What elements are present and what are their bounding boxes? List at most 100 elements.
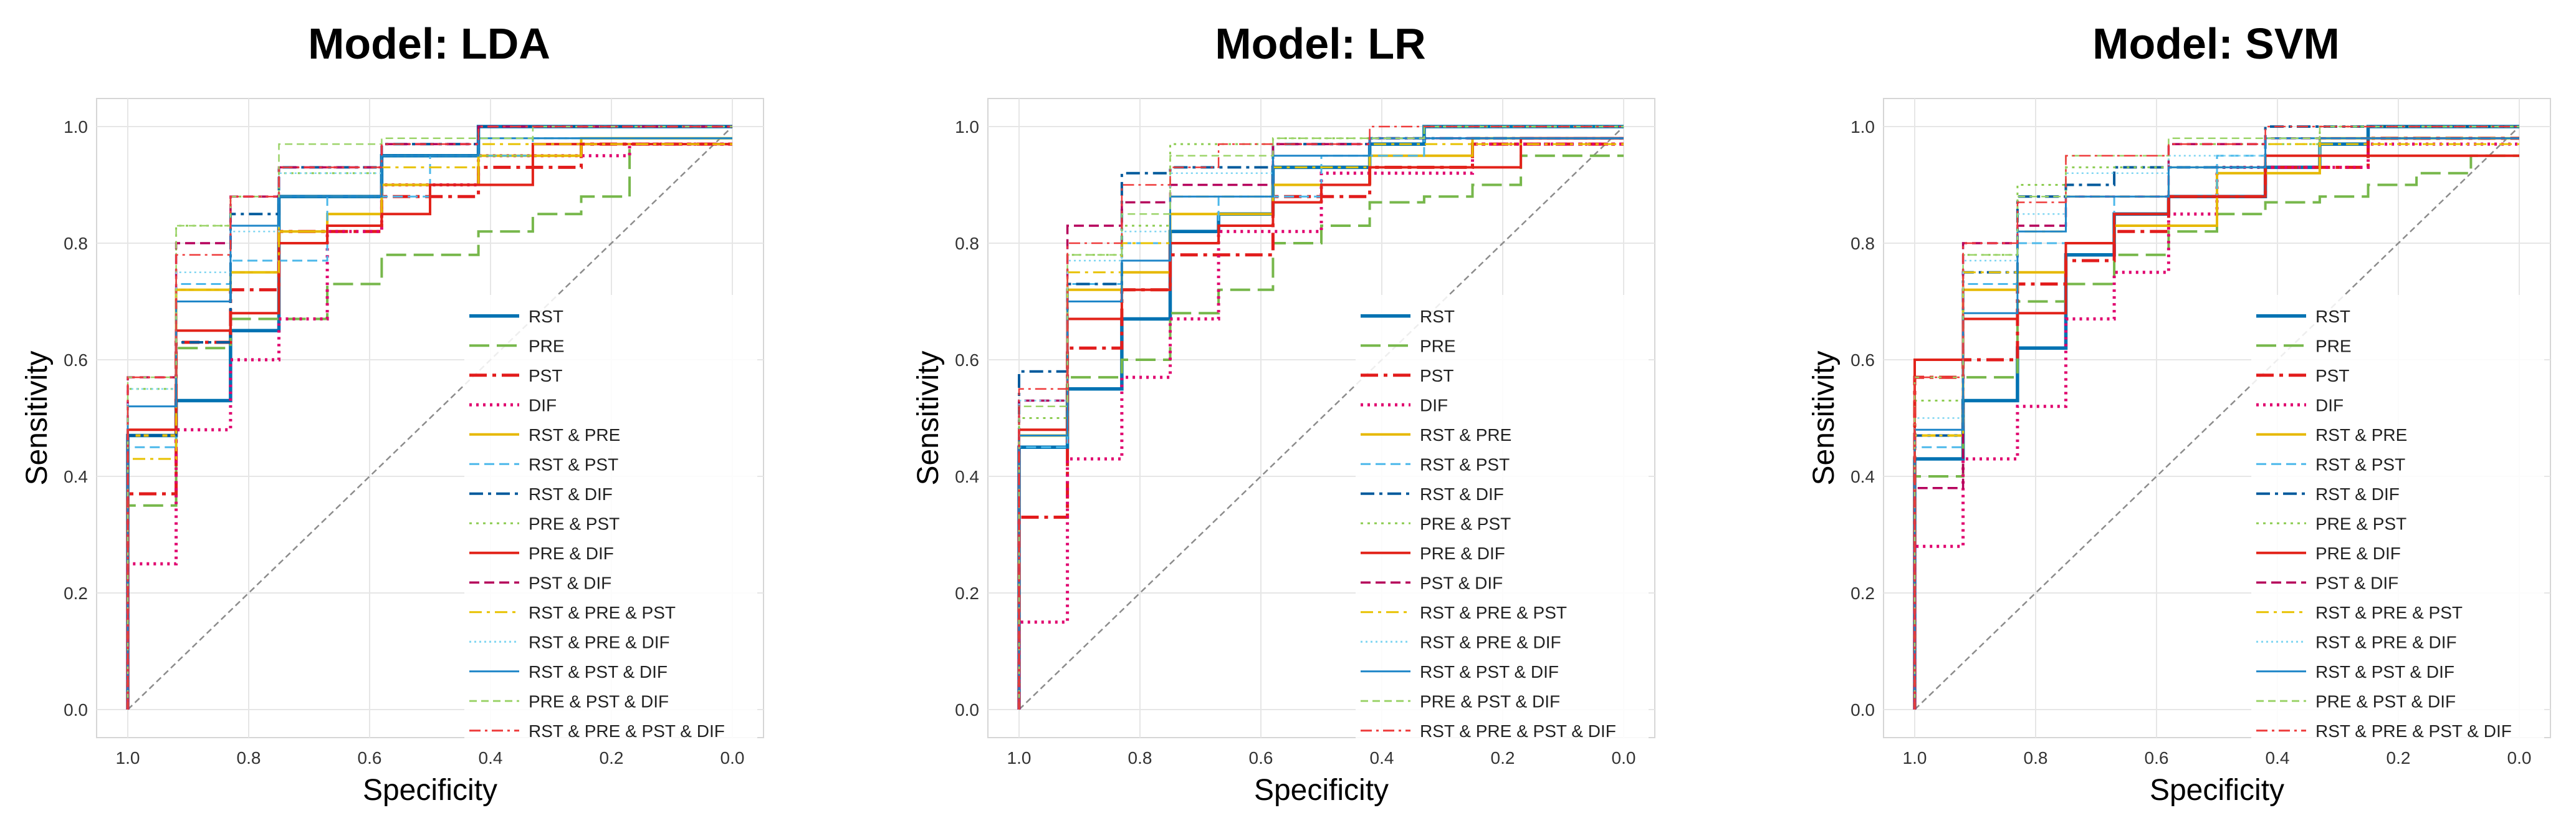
legend-label: RST & PRE & PST & DIF [2315, 721, 2512, 741]
legend-label: PRE & DIF [1420, 544, 1505, 563]
legend-label: RST & PRE & DIF [2315, 632, 2457, 652]
legend-label: PST [1420, 366, 1453, 385]
roc-chart-svm: 1.0 0.8 0.6 0.4 0.2 0.0 0.0 0.2 0.4 0.6 0.8 1.0 Spec… [1808, 98, 2551, 807]
y-tick-label: 0.4 [64, 467, 88, 486]
y-tick-label: 0.2 [1851, 584, 1875, 603]
legend-label: DIF [2315, 395, 2344, 415]
legend: RST PRE PST DIF RST & PRE RST & PST RST & DIF P… [464, 295, 757, 747]
legend-label: RST & PRE & DIF [529, 632, 670, 652]
x-tick-label: 0.4 [2266, 748, 2290, 768]
panel-lr: Model: LR 1.0 0.8 0.6 0.4 0.2 0.0 0.0 0.2 0.4 0.6… [891, 0, 1750, 838]
y-tick-label: 1.0 [955, 117, 979, 137]
legend-label: RST & PRE & PST & DIF [529, 721, 725, 741]
legend-label: PST & DIF [529, 573, 611, 592]
y-tick-label: 0.4 [955, 467, 979, 486]
legend-label: RST & DIF [2315, 484, 2400, 504]
y-axis-label: Sensitivity [1808, 350, 1841, 485]
x-tick-label: 0.8 [2024, 748, 2048, 768]
chart-title: Model: LR [1215, 19, 1426, 68]
y-tick-label: 0.8 [64, 234, 88, 253]
legend-label: RST & PRE & DIF [1420, 632, 1561, 652]
y-tick-label: 0.2 [64, 584, 88, 603]
legend-label: PST [529, 366, 562, 385]
y-tick-label: 0.8 [955, 234, 979, 253]
roc-chart-lr: 1.0 0.8 0.6 0.4 0.2 0.0 0.0 0.2 0.4 0.6 0.8 1.0 Spec… [912, 98, 1655, 807]
x-tick-label: 0.0 [2507, 748, 2532, 768]
legend-label: RST & PRE & PST & DIF [1420, 721, 1616, 741]
legend-label: RST & PRE [2315, 425, 2407, 445]
legend-label: RST & PST [2315, 455, 2405, 474]
legend-label: PST & DIF [2315, 573, 2398, 592]
roc-curve-rst-pre-pst-dif [1018, 125, 1624, 710]
y-tick-label: 0.8 [1851, 234, 1875, 253]
y-tick-label: 0.2 [955, 584, 979, 603]
y-tick-label: 1.0 [64, 117, 88, 137]
chance-line [1018, 126, 1624, 710]
legend-label: RST & PST [1420, 455, 1510, 474]
legend-label: PRE [529, 336, 565, 355]
legend-label: RST & DIF [1420, 484, 1504, 504]
y-tick-label: 0.0 [955, 700, 979, 720]
x-tick-label: 1.0 [116, 748, 140, 768]
roc-curve-dif [1017, 142, 1624, 710]
legend-label: DIF [529, 395, 557, 415]
y-tick-label: 0.6 [64, 350, 88, 370]
chance-line [1914, 126, 2520, 710]
legend-label: PRE & PST & DIF [2315, 691, 2456, 711]
x-axis-label: Specificity [363, 774, 497, 807]
roc-curve-pre [1913, 154, 2519, 710]
roc-curve-rst-pre-pst [127, 143, 732, 710]
legend-label: RST & PRE & PST [2315, 603, 2463, 622]
x-tick-label: 0.4 [1370, 748, 1394, 768]
legend-label: RST & PST & DIF [2315, 662, 2454, 681]
legend-label: PRE & PST & DIF [529, 691, 669, 711]
y-tick-label: 0.0 [1851, 700, 1875, 720]
panel-svm: Model: SVM 1.0 0.8 0.6 0.4 0.2 0.0 0.0 0.2 0.4 0.… [1787, 0, 2576, 838]
legend-label: RST [1420, 307, 1455, 326]
chart-title: Model: LDA [308, 19, 550, 68]
x-tick-label: 0.8 [237, 748, 261, 768]
x-axis-label: Specificity [2150, 774, 2284, 807]
x-tick-label: 0.6 [358, 748, 382, 768]
legend: RST PRE PST DIF RST & PRE RST & PST RST & DIF P… [2251, 295, 2544, 747]
legend-label: RST [529, 307, 563, 326]
x-tick-label: 0.6 [1249, 748, 1273, 768]
legend-label: RST & PRE [1420, 425, 1511, 445]
roc-chart-lda: 1.0 0.8 0.6 0.4 0.2 0.0 0.0 0.2 0.4 0.6 0.8 1.0 Spec… [21, 98, 764, 807]
legend-label: RST & PST [529, 455, 618, 474]
x-tick-label: 0.6 [2145, 748, 2169, 768]
roc-curve-pre-pst-dif [127, 125, 732, 710]
legend-label: RST & PST & DIF [529, 662, 668, 681]
x-tick-label: 0.8 [1128, 748, 1152, 768]
y-axis-label: Sensitivity [912, 350, 945, 485]
legend-label: DIF [1420, 395, 1448, 415]
legend-label: PRE & PST & DIF [1420, 691, 1560, 711]
y-tick-label: 0.6 [955, 350, 979, 370]
roc-curve-rst-pst-dif [127, 137, 732, 710]
legend-label: PRE & DIF [529, 544, 614, 563]
roc-curve-rst-pst-dif [1913, 137, 2519, 710]
legend-label: PST [2315, 366, 2349, 385]
roc-curve-rst-pst-dif [1018, 137, 1624, 710]
x-axis-label: Specificity [1254, 774, 1389, 807]
x-tick-label: 1.0 [1007, 748, 1032, 768]
y-axis-label: Sensitivity [21, 350, 54, 485]
x-tick-label: 0.2 [600, 748, 624, 768]
roc-curve-pre [127, 143, 732, 710]
x-tick-label: 1.0 [1903, 748, 1927, 768]
x-tick-label: 0.2 [1491, 748, 1515, 768]
legend: RST PRE PST DIF RST & PRE RST & PST RST & DIF P… [1356, 295, 1649, 747]
y-tick-label: 0.0 [64, 700, 88, 720]
legend-label: RST & PST & DIF [1420, 662, 1559, 681]
x-tick-label: 0.0 [721, 748, 745, 768]
legend-label: PST & DIF [1420, 573, 1503, 592]
y-tick-label: 0.6 [1851, 350, 1875, 370]
legend-label: RST & DIF [529, 484, 613, 504]
legend-label: RST & PRE [529, 425, 620, 445]
roc-curve-pre-pst-dif [1018, 125, 1624, 710]
x-tick-label: 0.2 [2387, 748, 2411, 768]
chance-line [127, 126, 733, 710]
chart-title: Model: SVM [2092, 19, 2340, 68]
legend-label: PRE & DIF [2315, 544, 2401, 563]
x-tick-label: 0.4 [479, 748, 503, 768]
